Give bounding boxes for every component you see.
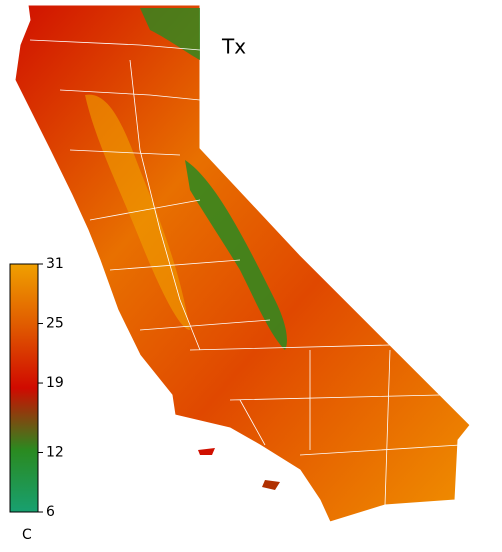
sierra-highlands [185, 160, 287, 350]
island [198, 448, 215, 455]
california-map [14, 4, 471, 523]
colorbar-tick-label: 12 [46, 444, 64, 460]
colorbar-unit: C [22, 527, 32, 543]
central-valley [85, 94, 190, 330]
map-title: Tx [221, 35, 246, 59]
colorbar-tick-label: 6 [46, 504, 55, 520]
county-lines [29, 39, 461, 506]
colorbar-tick-label: 19 [46, 375, 64, 391]
northern-highlands [140, 8, 200, 60]
colorbar: 31 25 19 12 6 [9, 256, 64, 520]
island [262, 480, 280, 490]
colorbar-tick-label: 25 [46, 316, 64, 332]
colorbar-tick-label: 31 [46, 256, 64, 272]
colorbar-gradient [9, 263, 39, 513]
